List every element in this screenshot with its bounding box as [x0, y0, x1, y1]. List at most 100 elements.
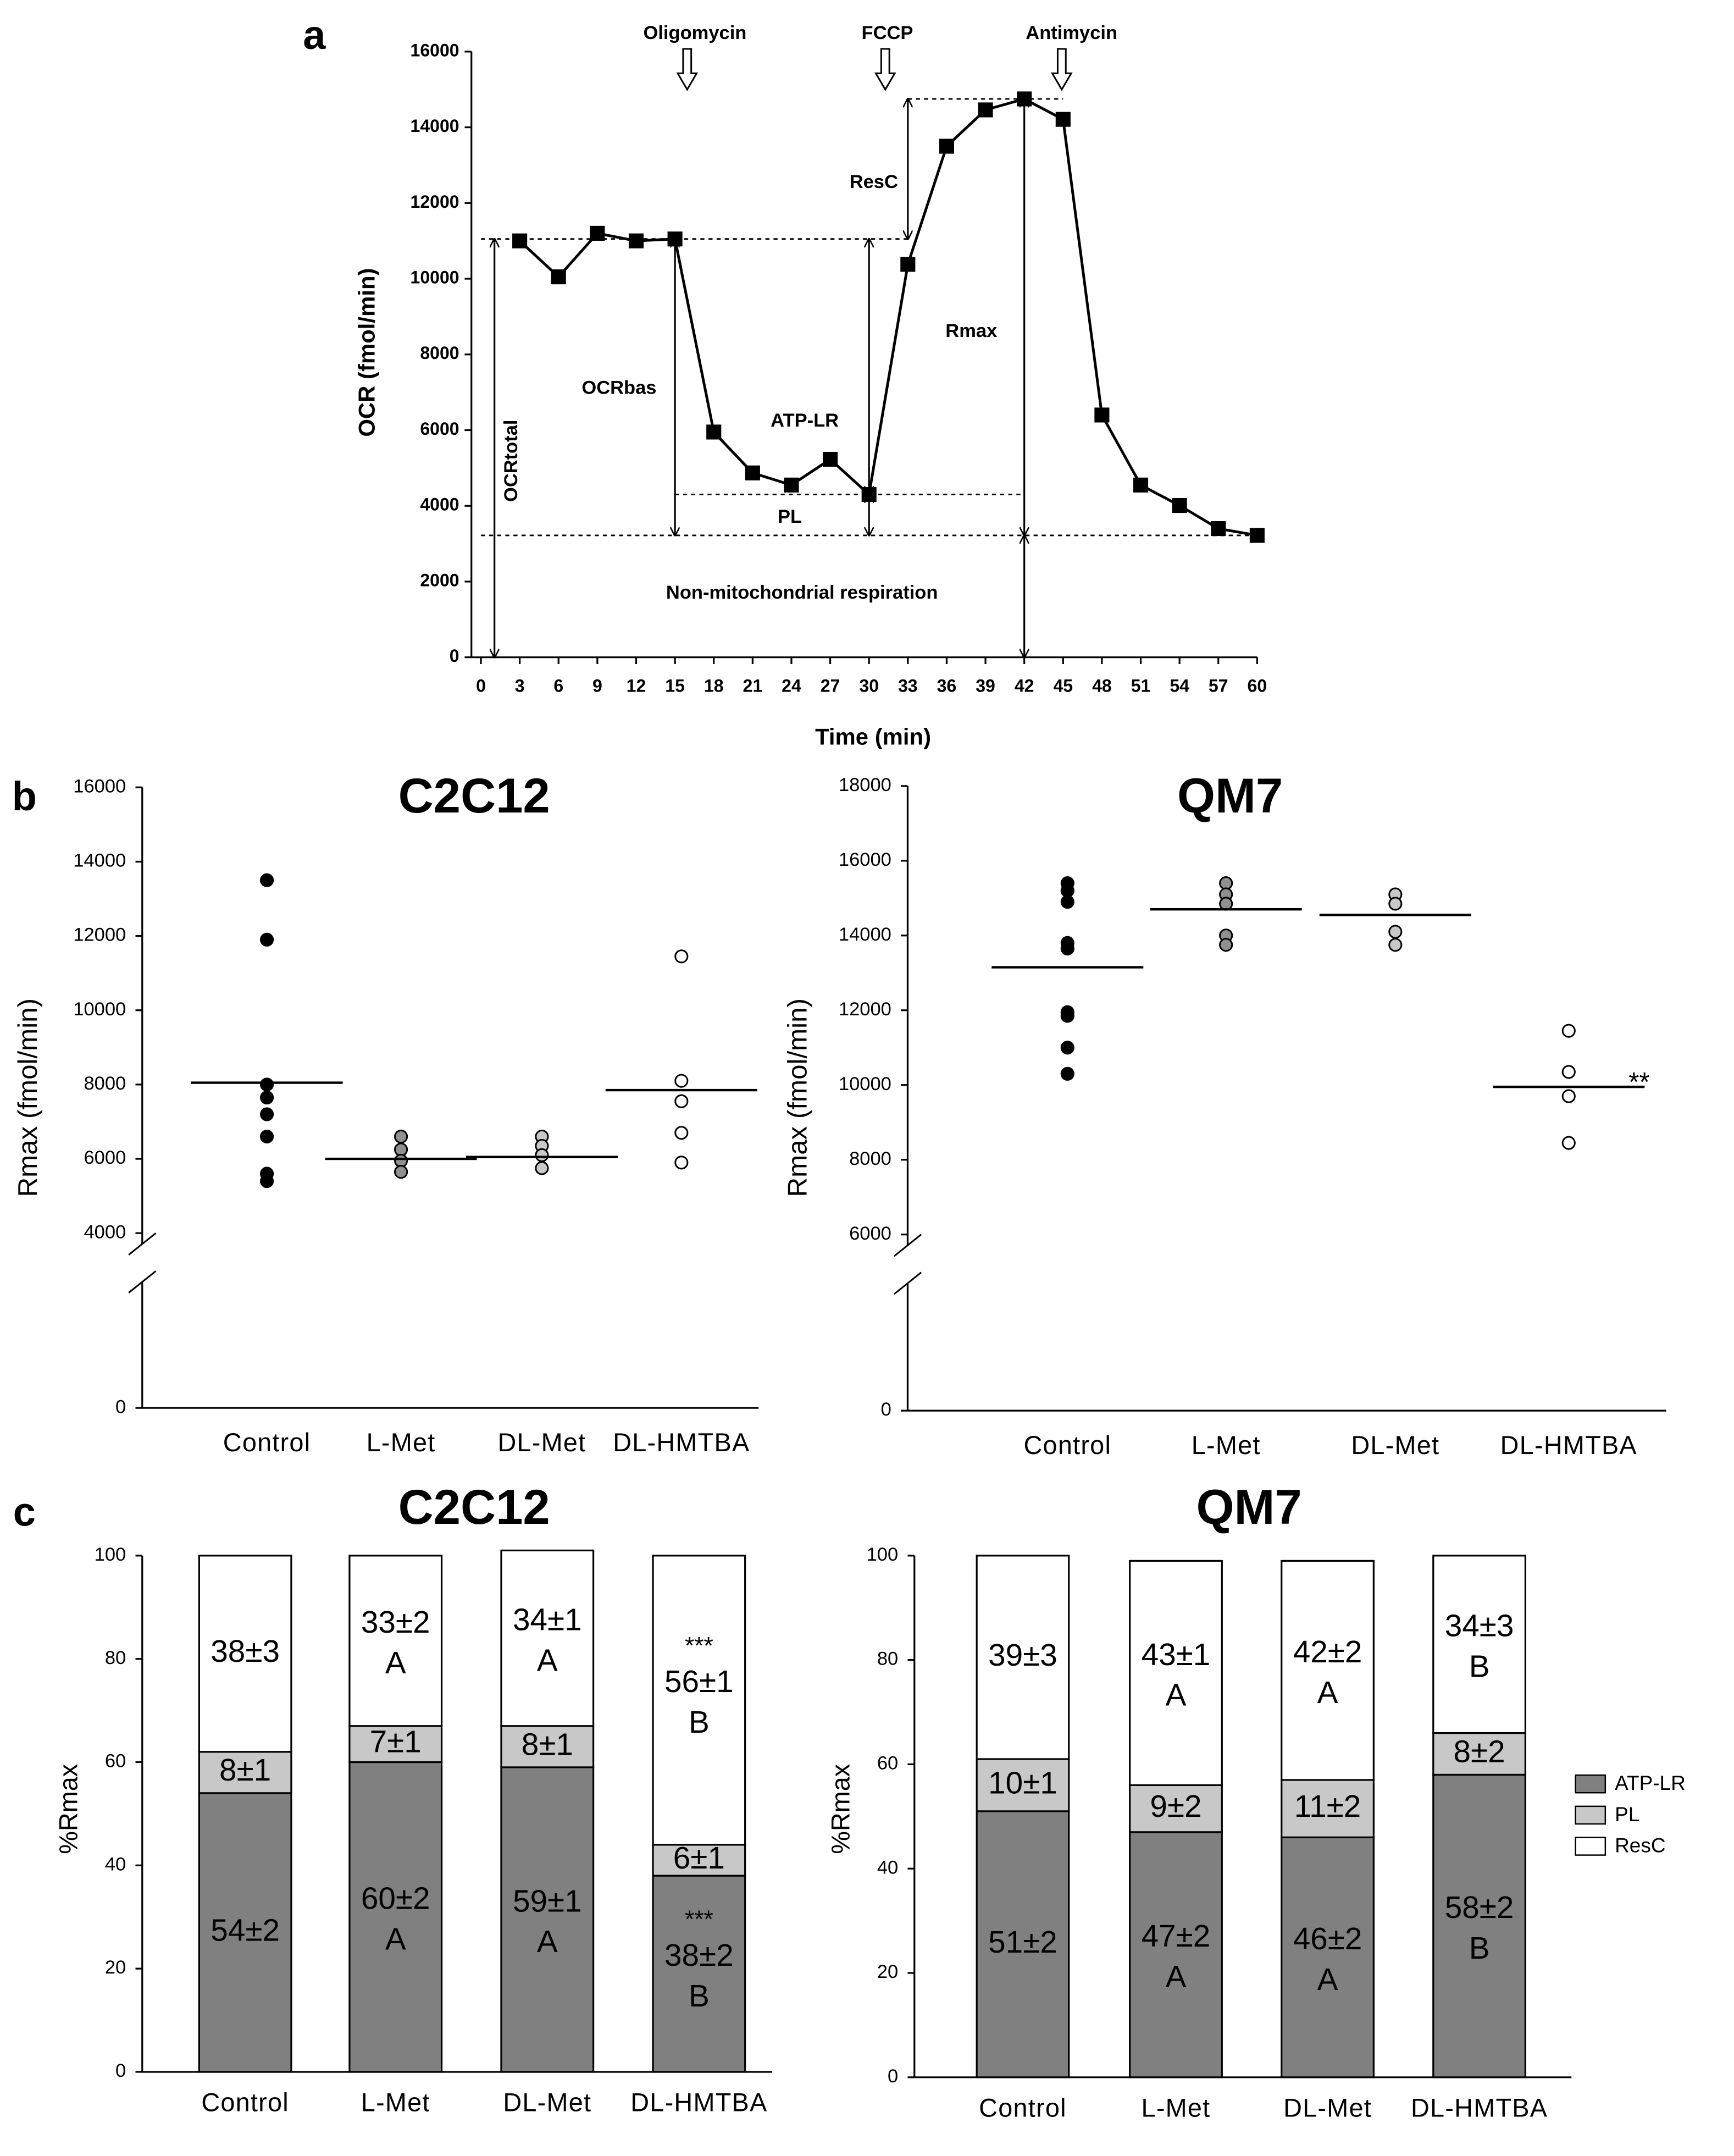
bar-segment	[1432, 1732, 1527, 1776]
data-point	[674, 1156, 689, 1170]
x-tick-label: 42	[1015, 676, 1034, 695]
value-label: 47±2	[1142, 1919, 1211, 1954]
bar-segment	[500, 1725, 595, 1768]
bar-segment	[1432, 1773, 1527, 2078]
y-axis-label: %Rmax	[54, 1764, 83, 1854]
bar-segment	[348, 1761, 443, 2073]
data-point	[1133, 477, 1149, 493]
y-tick-label: 4000	[84, 1221, 126, 1242]
value-label: 8±1	[522, 1727, 573, 1762]
value-label: 59±1	[513, 1884, 582, 1919]
y-tick-label: 2000	[420, 570, 459, 590]
chart-title: QM7	[1196, 1480, 1301, 1534]
chart-title: C2C12	[398, 1480, 550, 1534]
injection-label: FCCP	[862, 23, 913, 43]
value-label: 11±2	[1294, 1789, 1361, 1824]
x-tick-label: DL-Met	[1283, 2093, 1372, 2122]
bar-segment	[1281, 1560, 1375, 1781]
x-tick-label: DL-HMTBA	[613, 1428, 750, 1457]
data-point	[1060, 895, 1074, 909]
group-letter: A	[1317, 1962, 1338, 1997]
data-point	[260, 1174, 274, 1188]
x-tick-label: 57	[1209, 676, 1228, 695]
value-label: 39±3	[988, 1638, 1057, 1673]
y-tick-label: 0	[115, 1396, 126, 1417]
y-tick-label: 80	[877, 1649, 898, 1669]
axis-break	[128, 1270, 157, 1293]
group-letter: A	[1166, 1678, 1187, 1713]
group-letter: B	[689, 1705, 710, 1740]
x-tick-label: 21	[743, 676, 763, 695]
data-point	[674, 1094, 689, 1108]
y-tick-label: 16000	[73, 776, 126, 797]
y-tick-label: 6000	[420, 419, 459, 439]
group-letter: A	[385, 1646, 406, 1680]
value-label: 34±1	[513, 1603, 582, 1638]
y-tick-label: 0	[881, 1399, 891, 1420]
y-tick-label: 0	[115, 2060, 126, 2081]
data-point	[590, 225, 605, 241]
annotation: OCRtotal	[501, 420, 522, 502]
value-label: 42±2	[1293, 1635, 1362, 1669]
injection-arrow	[676, 48, 699, 91]
data-point	[674, 949, 689, 964]
x-tick-label: 48	[1092, 676, 1112, 695]
y-tick-label: 8000	[420, 343, 459, 363]
legend-label: ResC	[1615, 1834, 1665, 1857]
data-point	[1219, 938, 1233, 952]
value-label: 51±2	[988, 1925, 1057, 1960]
data-point	[260, 1107, 274, 1121]
group-letter: A	[537, 1925, 558, 1959]
annotation: PL	[778, 506, 802, 527]
x-tick-label: 18	[704, 676, 724, 695]
x-tick-label: Control	[1024, 1431, 1112, 1460]
y-tick-label: 8000	[849, 1148, 891, 1169]
data-point	[939, 139, 954, 154]
injection-label: Oligomycin	[644, 23, 747, 43]
y-tick-label: 20	[105, 1957, 126, 1978]
x-tick-label: DL-Met	[1351, 1431, 1439, 1460]
data-point	[706, 424, 722, 440]
data-point	[900, 257, 916, 272]
group-letter: A	[385, 1922, 406, 1957]
annotation: OCRbas	[581, 378, 656, 399]
bar-segment	[652, 1875, 746, 2073]
data-point	[1172, 497, 1187, 513]
x-tick-label: 0	[476, 676, 486, 695]
y-tick-label: 10000	[73, 999, 126, 1020]
significance: ***	[685, 1632, 713, 1659]
data-point	[260, 873, 274, 887]
data-point	[1060, 1041, 1074, 1055]
data-point	[745, 465, 760, 480]
value-label: 46±2	[1293, 1922, 1362, 1956]
y-tick-label: 0	[450, 646, 459, 666]
panel-label: c	[13, 1489, 36, 1534]
bar-segment	[348, 1555, 443, 1727]
y-tick-label: 80	[105, 1648, 126, 1668]
legend-swatch	[1575, 1837, 1606, 1856]
x-tick-label: Control	[201, 2088, 289, 2116]
bar-segment	[976, 1758, 1070, 1812]
annotation: Rmax	[945, 320, 997, 341]
data-point	[1060, 942, 1074, 956]
bar-segment	[1281, 1779, 1375, 1838]
y-tick-label: 40	[105, 1854, 126, 1875]
value-label: 58±2	[1445, 1890, 1514, 1925]
y-tick-label: 40	[877, 1857, 898, 1878]
annotation: ResC	[850, 172, 898, 192]
data-point	[628, 233, 644, 248]
chart-title: C2C12	[398, 769, 550, 823]
data-point	[260, 932, 274, 947]
value-label: 38±2	[664, 1938, 734, 1973]
y-tick-label: 100	[95, 1544, 126, 1565]
value-label: 56±1	[664, 1665, 734, 1699]
data-point	[1388, 897, 1403, 911]
x-tick-label: L-Met	[1142, 2093, 1211, 2122]
y-tick-label: 10000	[411, 268, 459, 288]
data-point	[823, 451, 838, 467]
group-letter: B	[689, 1979, 710, 2014]
x-tick-label: L-Met	[367, 1428, 436, 1457]
axis-break	[893, 1234, 922, 1257]
value-label: 38±3	[210, 1634, 280, 1669]
